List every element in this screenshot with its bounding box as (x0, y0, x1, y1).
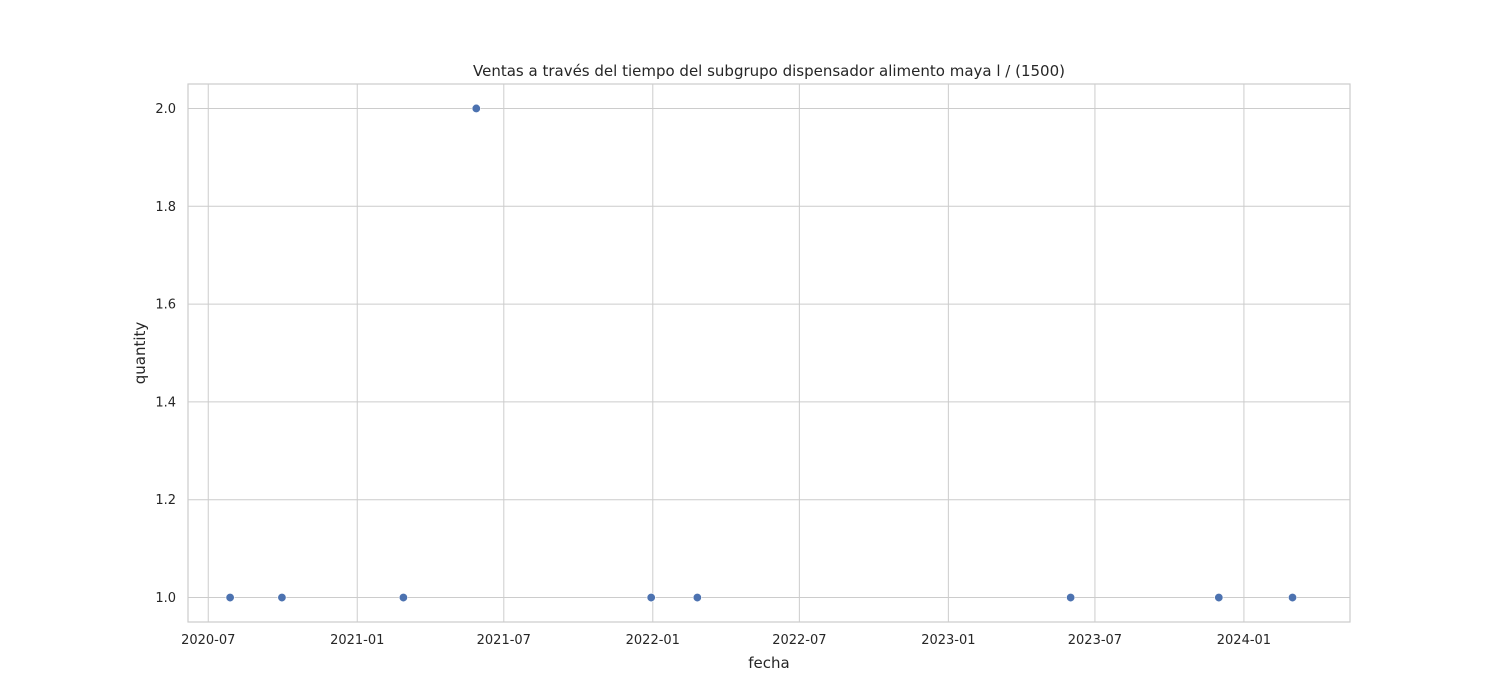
y-tick-label: 2.0 (155, 102, 176, 117)
data-point (225, 593, 235, 603)
data-point (277, 593, 287, 603)
x-tick-label: 2023-01 (921, 633, 975, 648)
chart-title: Ventas a través del tiempo del subgrupo … (473, 62, 1065, 80)
x-tick-label: 2021-01 (330, 633, 384, 648)
data-point (398, 593, 408, 603)
y-tick-label: 1.6 (155, 298, 176, 313)
data-points (225, 103, 1298, 603)
x-axis-ticks: 2020-07 2021-01 2021-07 2022-01 2022-07 2023-… (181, 633, 1271, 648)
x-axis-label: fecha (748, 654, 789, 672)
x-tick-label: 2020-07 (181, 633, 235, 648)
x-tick-label: 2023-07 (1068, 633, 1122, 648)
x-tick-label: 2022-07 (772, 633, 826, 648)
x-tick-label: 2021-07 (477, 633, 531, 648)
y-axis-label: quantity (131, 322, 149, 385)
data-point (646, 593, 656, 603)
y-tick-label: 1.0 (155, 591, 176, 606)
data-point (1214, 593, 1224, 603)
y-tick-label: 1.8 (155, 200, 176, 215)
y-axis-ticks: 1.0 1.2 1.4 1.6 1.8 2.0 (155, 102, 176, 606)
x-tick-label: 2024-01 (1217, 633, 1271, 648)
grid (188, 84, 1350, 622)
y-tick-label: 1.4 (155, 395, 176, 410)
plot-frame (187, 83, 1351, 623)
y-tick-label: 1.2 (155, 493, 176, 508)
data-point (692, 593, 702, 603)
data-point (1066, 593, 1076, 603)
x-tick-label: 2022-01 (626, 633, 680, 648)
data-point (1288, 593, 1298, 603)
data-point (471, 103, 481, 113)
